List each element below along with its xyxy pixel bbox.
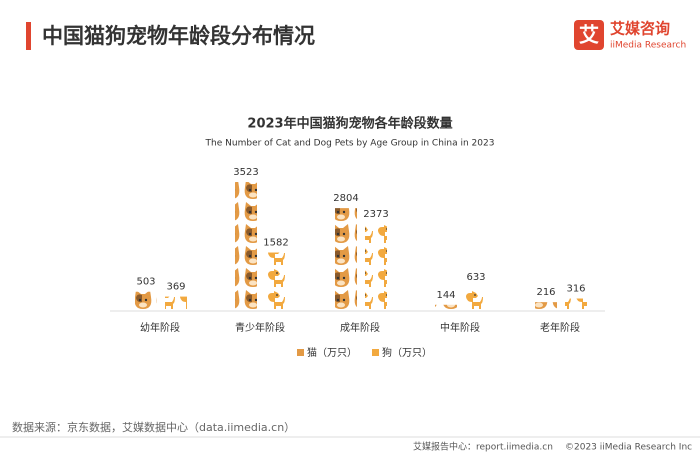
x-tick-label: 老年阶段 [540, 321, 580, 334]
page-title: 中国猫狗宠物年龄段分布情况 [42, 24, 315, 48]
value-label: 316 [566, 284, 585, 295]
value-label: 3523 [233, 167, 258, 178]
icon-bar [135, 291, 157, 310]
value-label: 2804 [333, 193, 358, 204]
legend-swatch [372, 349, 379, 356]
icon-bar [335, 208, 357, 310]
x-tick-label: 成年阶段 [340, 321, 380, 334]
x-tick-label: 青少年阶段 [235, 321, 285, 334]
logo-name: 艾媒咨询 [610, 20, 670, 38]
x-tick-label: 幼年阶段 [140, 321, 180, 334]
value-label: 144 [436, 290, 455, 301]
legend-label: 猫（万只） [307, 346, 357, 359]
value-label: 1582 [263, 238, 288, 249]
icon-bar [565, 298, 587, 310]
value-label: 503 [136, 277, 155, 288]
icon-bar [235, 182, 257, 310]
icon-bar [535, 302, 557, 310]
legend-label: 狗（万只） [382, 346, 432, 359]
footer-copyright: ©2023 iiMedia Research Inc [565, 443, 692, 453]
icon-bar [435, 304, 457, 310]
chart-subtitle: The Number of Cat and Dog Pets by Age Gr… [205, 139, 495, 149]
title-bar [26, 22, 31, 50]
chart-title: 2023年中国猫狗宠物各年龄段数量 [247, 116, 452, 132]
logo-mark: 艾 [579, 23, 599, 47]
source: 数据来源：京东数据，艾媒数据中心（data.iimedia.cn） [12, 420, 295, 434]
logo-box [574, 20, 604, 50]
x-tick-label: 中年阶段 [440, 321, 480, 334]
footer-site: 艾媒报告中心：report.iimedia.cn [413, 441, 553, 453]
icon-bar [465, 287, 487, 310]
icon-bar [265, 252, 287, 310]
value-label: 633 [466, 272, 485, 283]
icon-bar [365, 223, 387, 310]
logo-sub: iiMedia Research [610, 41, 686, 51]
value-label: 2373 [363, 209, 388, 220]
legend-swatch [297, 349, 304, 356]
icon-bar [165, 296, 187, 310]
value-label: 369 [166, 282, 185, 293]
value-label: 216 [536, 287, 555, 298]
